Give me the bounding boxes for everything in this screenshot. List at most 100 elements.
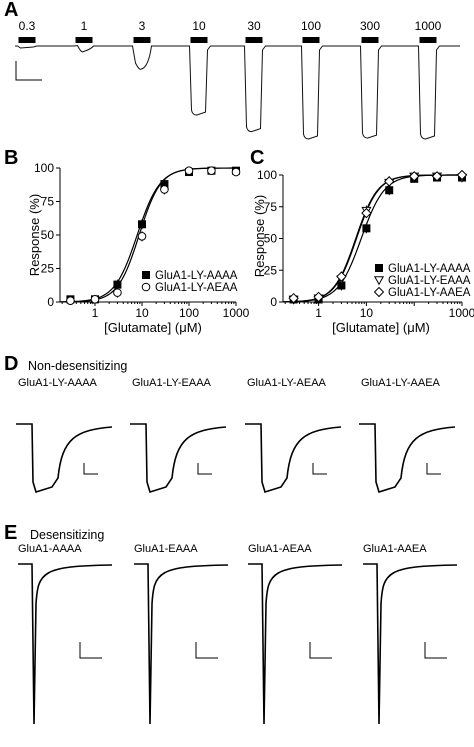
y-tick-label: 75 xyxy=(41,195,55,209)
current-trace xyxy=(18,563,113,725)
concentration-label: 30 xyxy=(247,19,261,33)
panel-d-title: Non-desensitizing xyxy=(28,359,127,373)
fit-curve xyxy=(282,174,462,303)
dose-response-chart-c: Response (%) [Glutamate] (μM) 0 25 50 75 100… xyxy=(252,168,474,335)
scale-bar xyxy=(424,642,447,659)
scale-bar xyxy=(426,463,441,475)
application-bars xyxy=(18,37,437,43)
panel-label-d: D xyxy=(4,353,18,375)
scale-bar xyxy=(309,642,332,659)
data-point xyxy=(137,232,147,241)
x-tick-label: 1 xyxy=(92,306,99,320)
data-point xyxy=(231,167,241,177)
trace-label: GluA1-AEAA xyxy=(248,543,312,555)
current-trace xyxy=(130,423,227,494)
x-tick-label: 10 xyxy=(360,306,374,320)
y-tick-label: 25 xyxy=(41,262,55,276)
concentration-series-panel: 0.3 1 3 10 30 100 300 1000 xyxy=(15,19,460,140)
x-axis-label: [Glutamate] (μM) xyxy=(104,320,202,335)
trace-label: GluA1-LY-EAAA xyxy=(132,377,212,389)
trace-label: GluA1-LY-AAAA xyxy=(18,377,98,389)
data-point xyxy=(456,169,468,181)
y-tick-label: 0 xyxy=(270,295,277,309)
x-tick-label: 1000 xyxy=(449,306,474,320)
current-trace xyxy=(15,44,460,140)
x-tick-label: 10 xyxy=(135,306,149,320)
data-point xyxy=(160,185,169,194)
scale-bar xyxy=(312,463,327,475)
data-point xyxy=(373,276,385,286)
y-tick-label: 75 xyxy=(264,200,278,214)
data-point xyxy=(375,264,383,272)
scale-bar xyxy=(195,642,218,659)
panel-label-b: B xyxy=(4,147,18,169)
current-trace xyxy=(16,423,113,494)
data-point xyxy=(90,295,100,304)
y-tick-label: 50 xyxy=(41,228,55,242)
y-tick-label: 50 xyxy=(264,232,278,246)
application-bar xyxy=(75,37,93,43)
legend-label: GluA1-LY-EAAA xyxy=(388,275,471,287)
application-bar xyxy=(18,37,36,43)
current-trace xyxy=(134,563,229,725)
x-tick-label: 100 xyxy=(179,306,199,320)
y-axis-label: Response (%) xyxy=(27,194,42,276)
trace-label: GluA1-AAEA xyxy=(363,543,427,555)
application-bar xyxy=(419,37,437,43)
data-point xyxy=(313,291,324,303)
trace-label: GluA1-EAAA xyxy=(134,543,198,555)
non-desensitizing-traces: GluA1-LY-AAAA GluA1-LY-EAAA GluA1-LY-AEAA G… xyxy=(16,377,456,494)
legend-label: GluA1-LY-AAEA xyxy=(388,287,471,299)
data-point xyxy=(113,288,122,297)
data-point xyxy=(184,166,194,175)
data-point xyxy=(113,280,122,289)
data-point xyxy=(141,282,151,292)
panel-label-a: A xyxy=(4,0,18,21)
application-bar xyxy=(190,37,208,43)
legend-label: GluA1-LY-AEAA xyxy=(155,282,238,294)
data-point xyxy=(336,271,347,282)
y-axis-label: Response (%) xyxy=(252,195,267,277)
trace-label: GluA1-LY-AAEA xyxy=(361,377,441,389)
x-tick-label: 1 xyxy=(315,306,322,320)
data-point xyxy=(383,176,395,187)
dose-response-chart-b: Response (%) [Glutamate] (μM) 0 25 50 75 100… xyxy=(27,161,250,335)
legend-label: GluA1-LY-AAAA xyxy=(155,270,238,282)
scale-bar xyxy=(83,463,98,475)
application-bar xyxy=(361,37,379,43)
y-tick-label: 100 xyxy=(257,168,277,182)
application-bar xyxy=(245,37,263,43)
concentration-label: 1 xyxy=(81,19,88,33)
data-point xyxy=(66,296,75,305)
concentration-labels: 0.3 1 3 10 30 100 300 1000 xyxy=(19,19,442,33)
panel-label-c: C xyxy=(250,147,264,169)
scale-bar xyxy=(79,642,102,659)
fit-curve xyxy=(59,167,236,303)
current-trace xyxy=(245,423,342,494)
concentration-label: 10 xyxy=(192,19,206,33)
concentration-label: 0.3 xyxy=(19,19,36,33)
legend-label: GluA1-LY-AAAA xyxy=(388,263,471,275)
data-point xyxy=(362,224,371,233)
current-trace xyxy=(363,563,458,725)
data-point xyxy=(207,166,216,175)
x-axis-label: [Glutamate] (μM) xyxy=(332,320,430,335)
data-point xyxy=(142,271,150,279)
current-trace xyxy=(248,563,343,725)
trace-label: GluA1-LY-AEAA xyxy=(247,377,327,389)
concentration-label: 300 xyxy=(360,19,380,33)
current-trace xyxy=(359,423,456,494)
panel-label-e: E xyxy=(4,522,17,544)
data-point xyxy=(373,286,385,298)
data-point xyxy=(431,171,443,182)
y-tick-label: 0 xyxy=(47,295,54,309)
data-point xyxy=(138,220,147,229)
scale-bar xyxy=(15,61,42,81)
concentration-label: 100 xyxy=(301,19,321,33)
data-point xyxy=(408,171,420,182)
application-bar xyxy=(133,37,151,43)
panel-e-title: Desensitizing xyxy=(30,528,104,542)
y-tick-label: 100 xyxy=(34,161,54,175)
data-point xyxy=(288,292,299,304)
